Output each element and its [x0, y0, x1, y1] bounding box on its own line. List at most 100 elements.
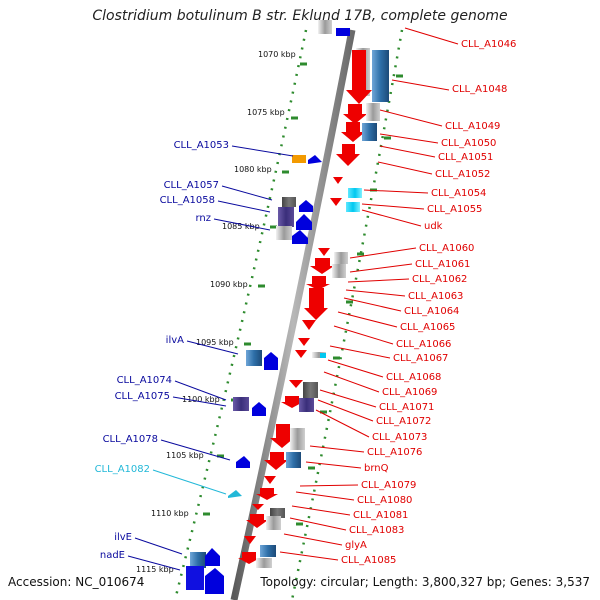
gene-label-right[interactable]: CLL_A1054	[431, 188, 486, 199]
gene-label-right[interactable]: CLL_A1081	[353, 510, 408, 521]
gene-block	[266, 516, 281, 530]
gene-label-left[interactable]: CLL_A1075	[115, 391, 170, 402]
gene-arrow	[252, 402, 266, 416]
genome-summary-text: Topology: circular; Length: 3,800,327 bp…	[260, 575, 590, 589]
gene-label-left[interactable]: ilvE	[114, 532, 132, 543]
gene-block	[256, 558, 272, 568]
gene-label-right[interactable]: CLL_A1052	[435, 169, 490, 180]
gene-label-right[interactable]: CLL_A1051	[438, 152, 493, 163]
gene-label-right[interactable]: CLL_A1083	[349, 525, 404, 536]
gene-block	[362, 123, 377, 141]
right-strand-features	[238, 20, 389, 568]
gene-arrow	[264, 452, 288, 470]
gene-label-right[interactable]: CLL_A1050	[441, 138, 496, 149]
gene-label-right[interactable]: CLL_A1079	[361, 480, 416, 491]
gene-arrow	[244, 536, 256, 544]
gene-arrow	[296, 214, 312, 230]
kbp-label: 1080 kbp	[234, 165, 272, 174]
gene-arrow	[256, 488, 278, 500]
gene-label-right[interactable]: CLL_A1080	[357, 495, 412, 506]
gene-arrow	[236, 456, 250, 468]
kbp-label: 1095 kbp	[196, 338, 234, 347]
left-label-group: CLL_A1053 CLL_A1057 CLL_A1058 rnz ilvA C…	[95, 140, 294, 571]
gene-block	[282, 197, 296, 207]
genome-title: Clostridium botulinum B str. Eklund 17B,…	[92, 8, 508, 24]
gene-label-right[interactable]: CLL_A1061	[415, 259, 470, 270]
gene-arrow	[304, 288, 328, 320]
gene-label-left[interactable]: rnz	[195, 213, 211, 224]
gene-label-right[interactable]: CLL_A1049	[445, 121, 500, 132]
gene-block	[312, 352, 326, 358]
gene-label-right[interactable]: CLL_A1062	[412, 274, 467, 285]
gene-block	[366, 103, 380, 121]
left-strand-features	[186, 155, 322, 594]
gene-arrow	[264, 352, 278, 370]
gene-label-right[interactable]: CLL_A1072	[376, 416, 431, 427]
gene-label-right[interactable]: CLL_A1055	[427, 204, 482, 215]
gene-block	[334, 252, 348, 264]
gene-arrow	[289, 380, 303, 388]
gene-label-right[interactable]: CLL_A1065	[400, 322, 455, 333]
gene-arrow	[306, 276, 330, 290]
kbp-label: 1090 kbp	[210, 280, 248, 289]
gene-label-right[interactable]: CLL_A1069	[382, 387, 437, 398]
gene-arrow	[292, 230, 308, 244]
gene-arrow	[302, 320, 316, 330]
gene-label-right[interactable]: brnQ	[364, 463, 389, 474]
gene-arrow	[343, 104, 367, 124]
kbp-label: 1085 kbp	[222, 222, 260, 231]
gene-arrow	[308, 155, 322, 164]
gene-arrow	[341, 122, 365, 142]
gene-label-right[interactable]: CLL_A1064	[404, 306, 459, 317]
gene-label-left[interactable]: CLL_A1057	[164, 180, 219, 191]
kbp-label: 1115 kbp	[136, 565, 174, 574]
gene-label-right[interactable]: CLL_A1046	[461, 39, 516, 50]
gene-arrow	[298, 338, 310, 346]
gene-block	[233, 397, 249, 411]
gene-label-right[interactable]: CLL_A1068	[386, 372, 441, 383]
gene-label-left[interactable]: CLL_A1082	[95, 464, 150, 475]
gene-label-right[interactable]: glyA	[345, 540, 367, 551]
kbp-label: 1075 kbp	[247, 108, 285, 117]
gene-label-right[interactable]: CLL_A1066	[396, 339, 451, 350]
gene-label-right[interactable]: CLL_A1067	[393, 353, 448, 364]
gene-label-left[interactable]: ilvA	[166, 335, 184, 346]
gene-block	[372, 50, 389, 102]
gene-label-right[interactable]: CLL_A1085	[341, 555, 396, 566]
kbp-label: 1110 kbp	[151, 509, 189, 518]
gene-block	[303, 382, 318, 398]
gene-label-right[interactable]: CLL_A1073	[372, 432, 427, 443]
gene-arrow	[336, 144, 360, 166]
gene-label-right[interactable]: udk	[424, 221, 443, 232]
gene-arrow	[205, 548, 220, 566]
gene-label-left[interactable]: CLL_A1058	[160, 195, 215, 206]
gene-block	[332, 264, 346, 278]
kbp-label: 1100 kbp	[182, 395, 220, 404]
gene-arrow	[336, 28, 350, 36]
gene-arrow	[330, 198, 342, 206]
gene-label-left[interactable]: CLL_A1053	[174, 140, 229, 151]
gene-arrow	[205, 568, 224, 594]
gene-block	[318, 20, 332, 34]
gene-block	[278, 207, 294, 227]
gene-label-right[interactable]: CLL_A1060	[419, 243, 474, 254]
gene-label-left[interactable]: nadE	[100, 550, 125, 561]
gene-label-right[interactable]: CLL_A1071	[379, 402, 434, 413]
gene-label-right[interactable]: CLL_A1048	[452, 84, 507, 95]
gene-label-right[interactable]: CLL_A1063	[408, 291, 463, 302]
gene-label-right[interactable]: CLL_A1076	[367, 447, 422, 458]
gene-block	[246, 350, 262, 366]
gene-arrow	[299, 200, 313, 212]
accession-text: Accession: NC_010674	[8, 575, 145, 589]
gene-block	[320, 353, 326, 358]
gene-arrow	[295, 350, 307, 358]
gene-arrow	[281, 396, 303, 408]
gene-label-left[interactable]: CLL_A1074	[117, 375, 172, 386]
gene-block	[299, 398, 314, 412]
kbp-label: 1070 kbp	[258, 50, 296, 59]
gene-block	[286, 452, 301, 468]
right-label-group: CLL_A1046 CLL_A1048 CLL_A1049 CLL_A1050 …	[279, 27, 516, 566]
gene-label-left[interactable]: CLL_A1078	[103, 434, 158, 445]
